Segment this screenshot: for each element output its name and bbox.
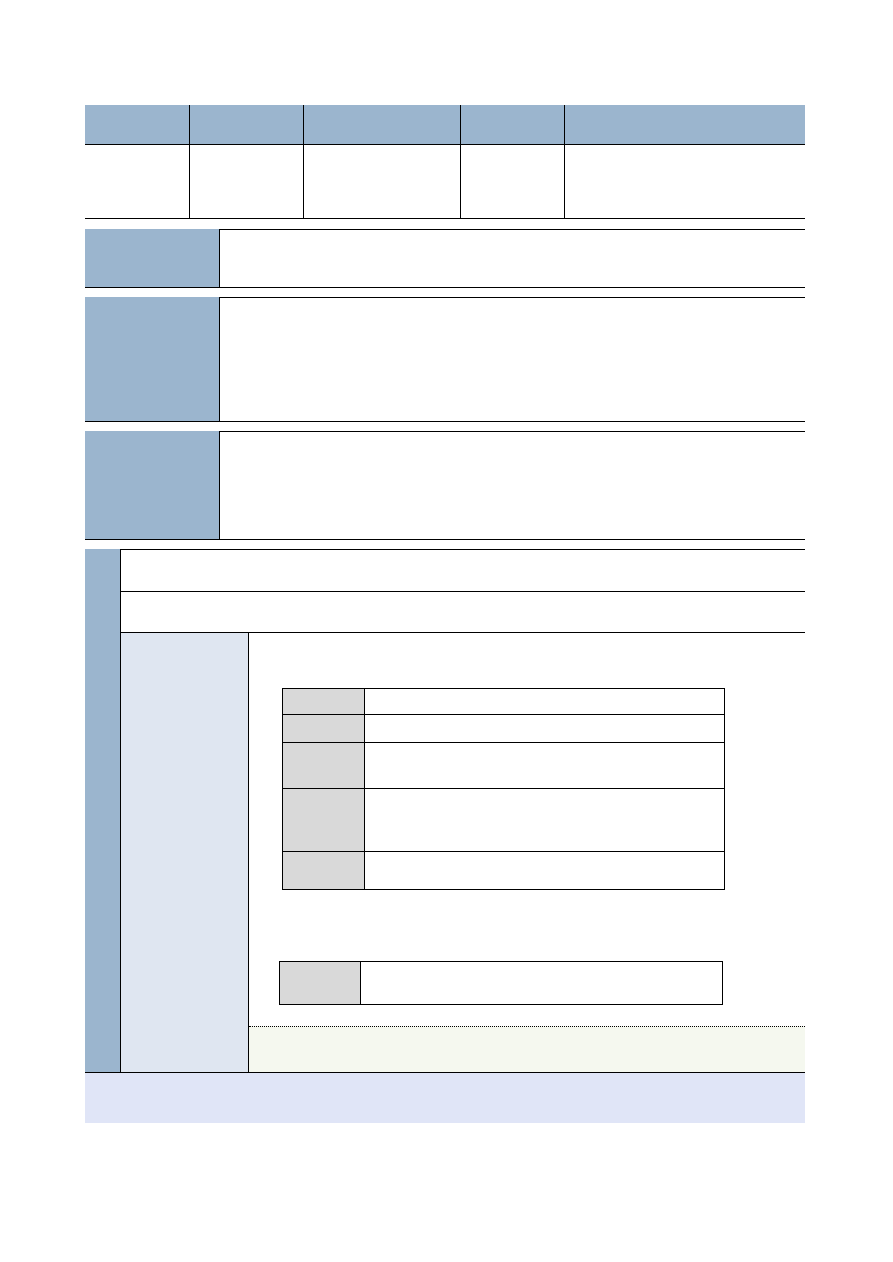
inner-table <box>282 688 725 890</box>
rule <box>283 742 724 743</box>
header-row <box>85 105 805 145</box>
section-label <box>85 229 219 287</box>
label-cell <box>283 689 365 889</box>
sub-label <box>121 633 249 1072</box>
rule <box>303 105 304 218</box>
footer <box>85 1073 805 1123</box>
rule <box>283 714 724 715</box>
rule <box>85 539 219 540</box>
rule <box>85 218 805 219</box>
rule <box>85 1072 805 1073</box>
section-field <box>219 229 805 288</box>
note-area <box>249 1026 805 1072</box>
inner-table <box>279 961 723 1005</box>
rule <box>283 788 724 789</box>
rule <box>283 851 724 852</box>
rule <box>85 287 219 288</box>
label-cell <box>280 962 361 1004</box>
row <box>121 632 805 633</box>
section-field <box>219 431 805 540</box>
rule <box>564 105 565 218</box>
rule <box>189 105 190 218</box>
section-label <box>85 431 219 539</box>
section-strip <box>85 549 121 1072</box>
rule <box>85 421 219 422</box>
section-label <box>85 297 219 421</box>
row <box>121 549 805 592</box>
rule <box>460 105 461 218</box>
rule <box>85 144 805 145</box>
section-field <box>219 297 805 422</box>
